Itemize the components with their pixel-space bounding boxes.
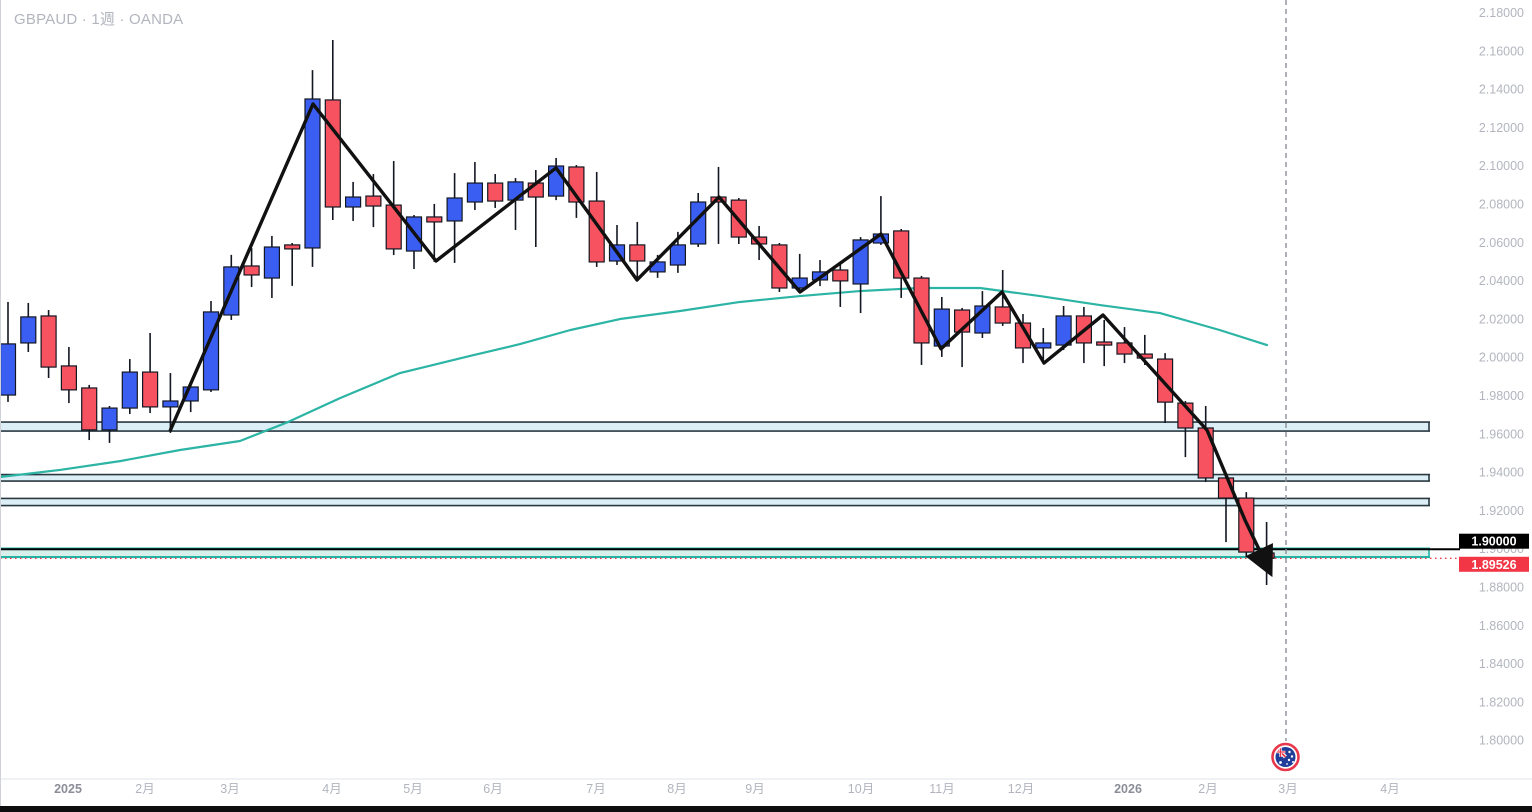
candle[interactable] [284,242,301,286]
x-axis-label: 2月 [135,782,154,796]
y-axis-label: 2.14000 [1479,83,1524,97]
x-axis-label: 8月 [667,782,686,796]
candle[interactable] [121,359,138,415]
x-axis-label: 6月 [483,782,502,796]
support-resistance-bands [0,421,1430,559]
candle[interactable] [629,221,646,280]
candle[interactable] [20,302,37,352]
black-line-price-badge: 1.90000 [1459,533,1529,549]
y-axis-label: 2.04000 [1479,274,1524,288]
x-axis-label: 2026 [1114,782,1142,796]
y-axis-label: 1.94000 [1479,466,1524,480]
x-axis-label: 5月 [403,782,422,796]
candle[interactable] [1055,305,1072,351]
candle[interactable] [101,405,118,443]
australia-flag-event-icon[interactable] [1271,742,1300,772]
zigzag-trendline[interactable] [168,102,1273,578]
candle[interactable] [263,235,280,298]
y-axis-label: 1.86000 [1479,619,1524,633]
price-band[interactable] [0,473,1430,482]
x-axis-label: 3月 [220,782,239,796]
y-axis-label: 2.02000 [1479,312,1524,326]
candle[interactable] [1014,314,1032,364]
x-axis-label: 2月 [1198,782,1217,796]
candle[interactable] [40,310,57,378]
y-axis-label: 1.82000 [1479,695,1524,709]
candle[interactable] [953,307,971,368]
svg-text:1.89526: 1.89526 [1471,558,1516,572]
candle[interactable] [162,373,179,433]
candle[interactable] [1035,328,1052,364]
candle[interactable] [81,384,98,441]
x-axis-label: 12月 [1008,782,1034,796]
price-band[interactable] [0,497,1430,507]
candle[interactable] [304,70,321,267]
x-axis-label: 3月 [1278,782,1297,796]
candle[interactable] [994,269,1011,326]
y-axis-label: 1.96000 [1479,427,1524,441]
x-axis-label: 2025 [54,782,82,796]
candle[interactable] [142,332,159,414]
x-axis-label: 4月 [322,782,341,796]
candle[interactable] [0,301,17,402]
candle[interactable] [345,181,362,221]
y-axis-label: 2.10000 [1479,159,1524,173]
candle[interactable] [243,247,260,288]
svg-text:1.90000: 1.90000 [1471,535,1516,549]
y-axis-label: 1.80000 [1479,734,1524,748]
candle[interactable] [487,174,504,208]
candle[interactable] [60,346,78,404]
current-price-badge: 1.89526 [1459,556,1529,572]
y-axis-label: 2.16000 [1479,44,1524,58]
candle[interactable] [1197,405,1214,482]
x-axis-label: 11月 [929,782,954,796]
x-axis-label: 4月 [1380,782,1399,796]
moving-average-line[interactable] [0,286,1269,479]
candle[interactable] [426,203,443,262]
y-axis-label: 1.98000 [1479,389,1524,403]
candle[interactable] [547,157,565,201]
y-axis-label: 2.08000 [1479,198,1524,212]
y-axis-label: 1.92000 [1479,504,1524,518]
candle[interactable] [466,161,483,211]
candle[interactable] [1096,319,1113,367]
y-axis-label: 2.12000 [1479,121,1524,135]
candle[interactable] [1156,353,1174,424]
bottom-bar [0,806,1532,812]
candle[interactable] [710,166,727,244]
price-axis[interactable]: 2.18000 2.16000 2.14000 2.12000 2.10000 2.080… [1479,6,1524,748]
x-axis-label: 7月 [586,782,605,796]
y-axis-label: 2.06000 [1479,236,1524,250]
x-axis-label: 10月 [848,782,874,796]
price-band[interactable] [0,421,1430,432]
y-axis-label: 2.00000 [1479,351,1524,365]
y-axis-label: 1.84000 [1479,657,1524,671]
symbol-title: GBPAUD · 1週 · OANDA [14,11,184,28]
y-axis-label: 2.18000 [1479,6,1524,20]
y-axis-label: 1.88000 [1479,581,1524,595]
x-axis-label: 9月 [745,782,764,796]
candle[interactable] [832,261,849,307]
time-axis[interactable]: 2025 2月 3月 4月 5月 6月 7月 8月 9月 10月 11月 12月 2026 2月 3月 4月 [54,782,1400,796]
